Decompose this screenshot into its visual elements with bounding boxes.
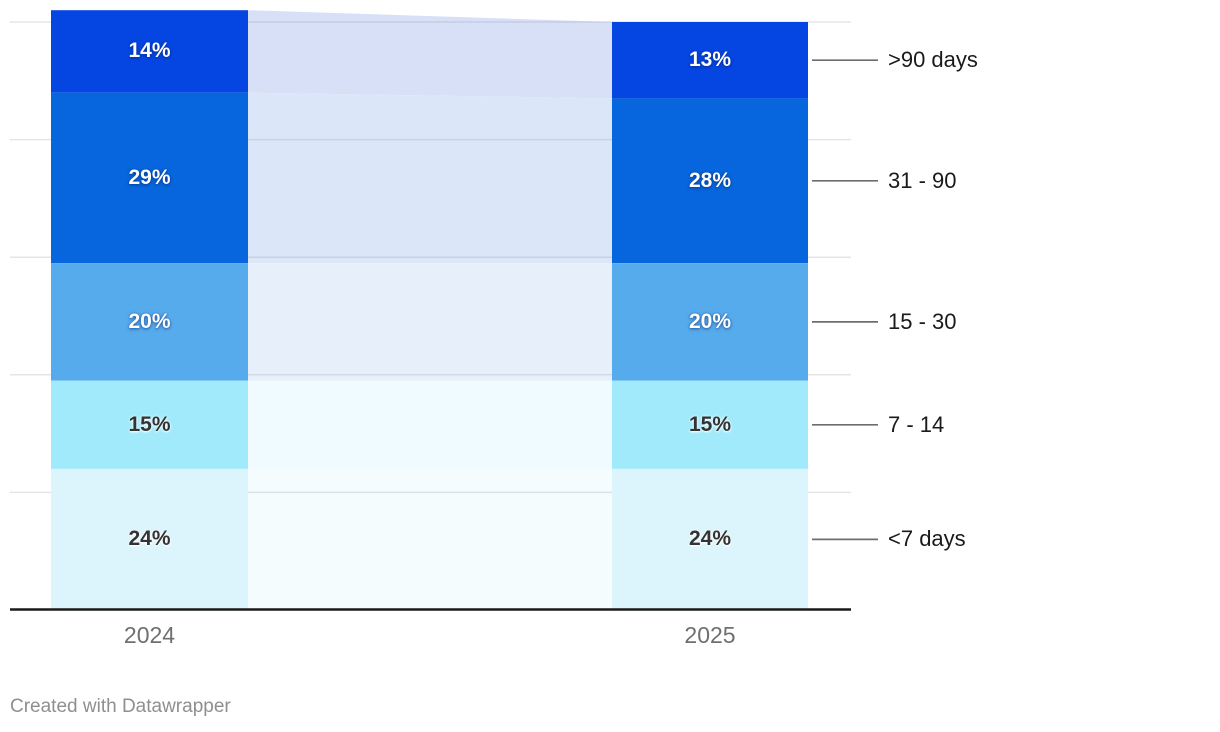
bar-segment bbox=[612, 380, 808, 469]
bar-segment bbox=[51, 263, 248, 381]
category-label: 31 - 90 bbox=[888, 167, 957, 193]
bar-value-label: 20% bbox=[128, 309, 171, 333]
bar-value-label: 20% bbox=[688, 309, 732, 333]
bar-value-label: 24% bbox=[128, 527, 171, 551]
connector-band bbox=[248, 92, 612, 264]
bar-segment bbox=[612, 98, 808, 264]
bar-value-label: 13% bbox=[688, 48, 732, 72]
bar-value-label: 15% bbox=[688, 412, 732, 436]
category-label: 15 - 30 bbox=[888, 308, 957, 334]
category-label: 7 - 14 bbox=[888, 411, 945, 437]
bar-segment bbox=[612, 468, 808, 610]
bar-segment bbox=[612, 22, 808, 99]
connector-band bbox=[248, 263, 612, 381]
chart-footer: Created with Datawrapper bbox=[10, 696, 231, 718]
bar-value-label: 14% bbox=[128, 39, 171, 63]
bar-segment bbox=[51, 92, 248, 264]
x-axis-label: 2025 bbox=[684, 622, 736, 648]
category-label: <7 days bbox=[888, 526, 966, 552]
connector-band bbox=[248, 10, 612, 99]
bar-segment bbox=[612, 263, 808, 381]
x-axis-label: 2024 bbox=[123, 622, 176, 648]
bar-segment bbox=[51, 468, 248, 610]
connector-band bbox=[248, 380, 612, 469]
bar-segment bbox=[51, 380, 248, 469]
bar-value-label: 29% bbox=[128, 165, 171, 189]
datawrapper-credit-link[interactable]: Created with Datawrapper bbox=[10, 696, 231, 717]
bar-segment bbox=[51, 10, 248, 93]
bar-value-label: 28% bbox=[688, 168, 732, 192]
bar-value-label: 24% bbox=[688, 527, 732, 551]
connector-band bbox=[248, 468, 612, 610]
category-label: >90 days bbox=[888, 47, 978, 73]
bar-value-label: 15% bbox=[128, 412, 171, 436]
